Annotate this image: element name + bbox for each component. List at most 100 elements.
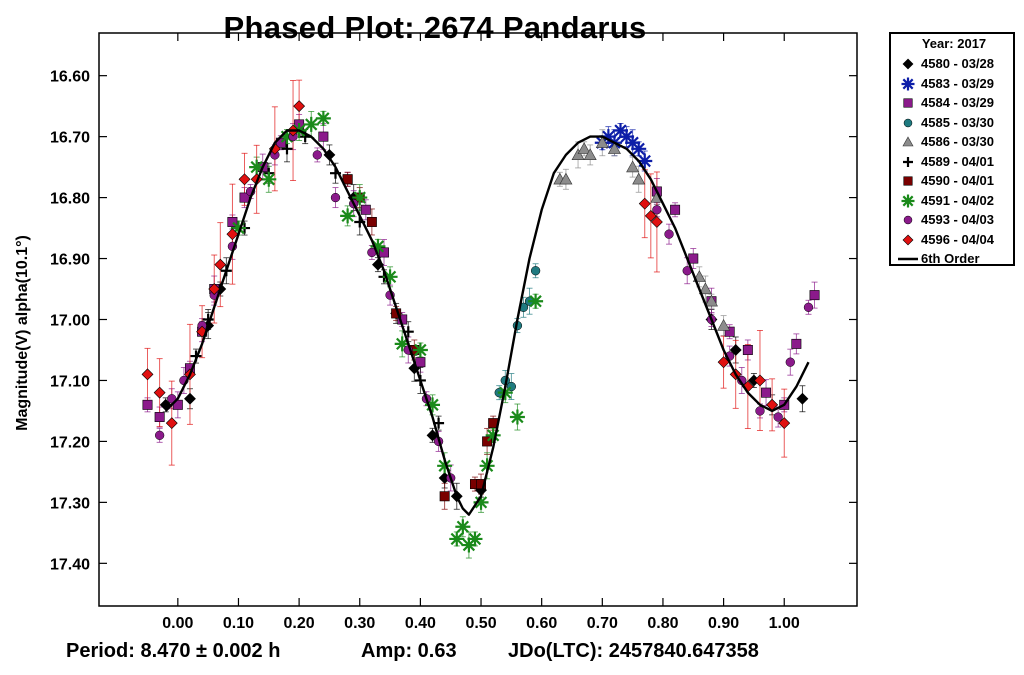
data-point-series-2: [154, 412, 165, 423]
legend-marker-icon: [898, 257, 918, 261]
x-tick-label: 0.20: [284, 615, 315, 632]
legend-title: Year: 2017: [921, 36, 987, 51]
legend-entry: 4584 - 03/29: [897, 94, 1015, 112]
y-tick-label: 16.60: [50, 69, 90, 86]
data-point-series-7: [352, 190, 368, 206]
data-point-series-9: [226, 228, 239, 241]
y-tick-label: 17.20: [50, 434, 90, 451]
legend-marker: [903, 98, 913, 108]
legend-entry: 4591 - 04/02: [897, 192, 1015, 210]
data-point-series-8: [803, 302, 814, 312]
data-point-series-9: [638, 197, 651, 210]
data-point-series-8: [312, 150, 322, 160]
data-point-series-7: [303, 116, 319, 132]
legend-label: 4591 - 04/02: [921, 192, 995, 208]
data-point-series-6: [366, 216, 377, 227]
data-point-series-1: [631, 141, 647, 157]
data-point-series-2: [227, 216, 238, 227]
data-point-series-7: [449, 531, 465, 547]
y-tick-label: 17.10: [50, 373, 90, 390]
data-point-series-4: [571, 148, 585, 161]
data-point-series-9: [778, 417, 791, 430]
legend-marker-icon: [902, 58, 914, 70]
data-point-series-9: [293, 100, 306, 113]
data-point-series-6: [439, 491, 450, 502]
data-point-series-6: [342, 174, 353, 185]
data-point-series-8: [664, 229, 674, 239]
legend-marker-icon: [903, 176, 913, 186]
x-tick-label: 0.80: [647, 615, 678, 632]
data-point-series-8: [652, 205, 662, 215]
data-point-series-0: [796, 392, 809, 405]
legend-entry: 6th Order: [897, 250, 1015, 268]
legend-label: 4585 - 03/30: [921, 114, 995, 130]
data-point-series-1: [600, 129, 616, 145]
legend-marker: [903, 215, 913, 225]
data-point-series-8: [330, 192, 341, 203]
legend-entry: 4593 - 04/03: [897, 211, 1015, 229]
legend-label: 4580 - 03/28: [921, 56, 995, 71]
data-point-series-9: [238, 173, 251, 186]
y-tick-label: 16.70: [50, 130, 90, 147]
data-point-series-9: [208, 283, 221, 295]
data-point-series-2: [791, 338, 802, 349]
data-point-series-7: [425, 397, 441, 413]
data-point-series-7: [509, 409, 525, 425]
data-point-series-9: [754, 374, 766, 387]
data-point-series-7: [315, 110, 331, 126]
data-point-series-8: [785, 357, 795, 367]
data-point-series-7: [412, 342, 428, 358]
legend-marker-icon: [901, 194, 915, 207]
legend-entry: 4590 - 04/01: [897, 172, 1015, 190]
jdo-epoch-value: JDo(LTC): 2457840.647358: [508, 640, 759, 662]
data-point-series-9: [717, 356, 730, 369]
amplitude-value: Amp: 0.63: [361, 640, 457, 662]
legend-entry: 4596 - 04/04: [897, 231, 1015, 249]
x-tick-label: 0.70: [587, 615, 618, 632]
legend-label: 4590 - 04/01: [921, 173, 995, 188]
data-point-series-2: [379, 247, 389, 258]
chart-title: Phased Plot: 2674 Pandarus: [223, 10, 647, 45]
data-point-series-7: [370, 238, 386, 254]
y-tick-label: 17.30: [50, 495, 90, 512]
data-point-series-7: [261, 171, 277, 187]
legend-marker-icon: [901, 77, 915, 90]
legend-marker: [902, 136, 914, 147]
data-point-series-2: [360, 204, 371, 215]
x-tick-label: 0.00: [162, 615, 193, 632]
data-point-series-9: [214, 258, 227, 271]
data-point-series-2: [318, 131, 329, 142]
legend-label: 6th Order: [921, 251, 980, 266]
legend-marker-icon: [902, 234, 914, 245]
data-point-series-9: [644, 209, 657, 222]
data-point-series-9: [165, 417, 178, 430]
legend-entry: 4583 - 03/29: [897, 75, 1015, 93]
data-point-series-7: [249, 159, 265, 175]
legend-marker: [902, 234, 914, 245]
data-point-series-0: [184, 392, 196, 405]
x-tick-label: 0.10: [223, 615, 254, 632]
data-point-series-4: [607, 142, 621, 154]
fit-curve-6th-order: [164, 129, 810, 516]
legend-entry: 4589 - 04/01: [897, 153, 1015, 171]
data-point-series-3: [530, 266, 541, 276]
data-point-series-7: [528, 293, 544, 309]
legend-marker-icon: [903, 118, 913, 127]
legend-marker: [903, 118, 913, 127]
data-point-series-2: [761, 387, 772, 398]
data-point-series-6: [482, 436, 493, 447]
x-tick-label: 0.50: [465, 615, 496, 632]
data-point-series-7: [479, 458, 495, 474]
data-point-series-6: [476, 479, 487, 490]
legend-label: 4583 - 03/29: [921, 75, 995, 91]
legend-marker-icon: [903, 156, 913, 167]
data-point-series-4: [698, 282, 712, 295]
legend-label: 4593 - 04/03: [921, 212, 995, 227]
data-point-series-4: [717, 318, 731, 331]
y-axis-label: Magnitude(V) alpha(10.1°): [14, 235, 31, 431]
data-point-series-7: [279, 129, 295, 145]
legend-marker: [901, 77, 915, 90]
legend-label: 4586 - 03/30: [921, 134, 995, 149]
data-point-series-2: [688, 253, 699, 264]
